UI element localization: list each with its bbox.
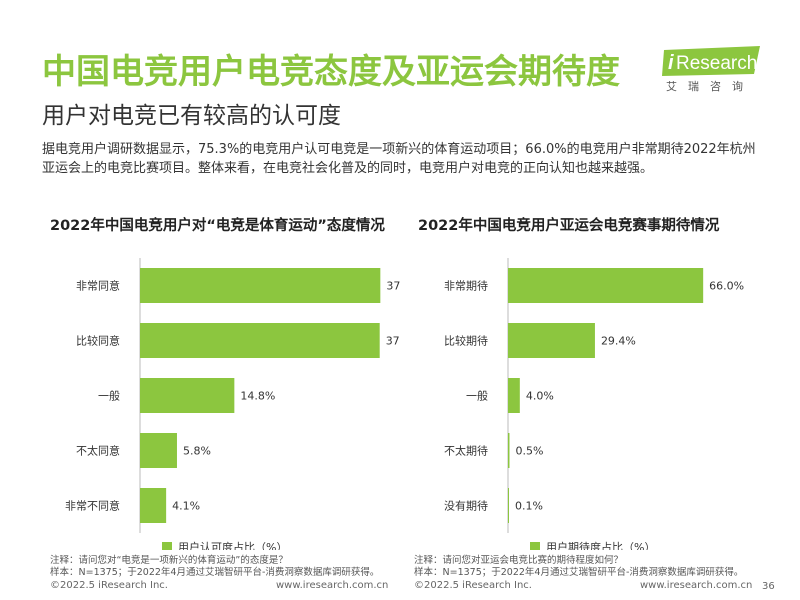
- expectation-bar-chart: 非常期待 66.0% 比较期待 29.4% 一般 4.0% 不太期待 0.5% 没有期待 0.1%…: [444, 258, 744, 550]
- chart2-category-label: 不太期待: [444, 444, 488, 458]
- chart1-value-label: 37.7%: [386, 280, 400, 293]
- chart1-title: 2022年中国电竞用户对“电竞是体育运动”态度情况: [50, 218, 385, 234]
- page-title: 中国电竞用户电竞态度及亚运会期待度: [42, 52, 620, 92]
- attitude-bar-chart: 非常同意 37.7% 比较同意 37.6% 一般 14.8% 不太同意 5.8% 非常不同意 4.…: [65, 258, 400, 550]
- chart1-legend-label: 用户认可度占比（%）: [178, 540, 287, 550]
- chart2-legend-swatch: [530, 542, 540, 550]
- chart2-footnote: 注释：请问您对亚运会电竞比赛的期待程度如何？ 样本：N=1375；于2022年4…: [414, 555, 743, 579]
- logo-research: Research: [676, 53, 757, 74]
- chart1-bar: [140, 323, 380, 358]
- chart2-title: 2022年中国电竞用户亚运会电竞赛事期待情况: [418, 218, 720, 234]
- chart2-bar: [508, 378, 520, 413]
- chart1-bar: [140, 268, 381, 303]
- chart2-value-label: 4.0%: [526, 390, 554, 403]
- chart2-bar: [508, 268, 704, 303]
- chart2-legend-label: 用户期待度占比（%）: [546, 540, 655, 550]
- chart1-category-label: 非常不同意: [65, 499, 120, 513]
- page-subtitle: 用户对电竞已有较高的认可度: [42, 103, 341, 129]
- copyright-left: ©2022.5 iResearch Inc.: [50, 580, 168, 591]
- chart2-category-label: 一般: [466, 390, 488, 403]
- chart1-note-sample: 样本：N=1375；于2022年4月通过艾瑞智研平台-消费洞察数据库调研获得。: [50, 567, 380, 578]
- chart2-note-question: 注释：请问您对亚运会电竞比赛的期待程度如何？: [414, 555, 624, 566]
- chart1-legend-swatch: [162, 542, 172, 550]
- page-number: 36: [762, 581, 775, 592]
- summary-paragraph: 据电竞用户调研数据显示，75.3%的电竞用户认可电竞是一项新兴的体育运动项目；6…: [42, 142, 756, 176]
- chart2-category-label: 没有期待: [444, 499, 488, 513]
- logo-chinese-name: 艾瑞咨询: [666, 80, 754, 93]
- iresearch-logo: i Research 艾瑞咨询: [662, 46, 762, 96]
- chart2-value-label: 29.4%: [601, 335, 636, 348]
- chart1-category-label: 比较同意: [76, 334, 120, 348]
- chart2-category-label: 比较期待: [444, 334, 488, 348]
- chart1-category-label: 不太同意: [76, 444, 120, 458]
- chart1-value-label: 5.8%: [183, 445, 211, 458]
- chart1-bar: [140, 488, 167, 523]
- chart1-category-label: 一般: [98, 390, 120, 403]
- chart2-bar: [508, 488, 509, 523]
- chart1-value-label: 37.6%: [386, 335, 400, 348]
- chart1-footnote: 注释：请问您对“电竞是一项新兴的体育运动”的态度是？ 样本：N=1375；于20…: [50, 555, 379, 579]
- website-right: www.iresearch.com.cn: [640, 580, 753, 591]
- copyright-right: ©2022.5 iResearch Inc.: [414, 580, 532, 591]
- chart2-category-label: 非常期待: [444, 279, 488, 293]
- chart2-note-sample: 样本：N=1375；于2022年4月通过艾瑞智研平台-消费洞察数据库调研获得。: [414, 567, 744, 578]
- chart2-value-label: 0.1%: [515, 500, 543, 513]
- chart1-note-question: 注释：请问您对“电竞是一项新兴的体育运动”的态度是？: [50, 555, 288, 566]
- website-left: www.iresearch.com.cn: [276, 580, 389, 591]
- chart2-value-label: 66.0%: [709, 280, 744, 293]
- chart1-value-label: 14.8%: [240, 390, 275, 403]
- logo-mark-icon: i Research: [662, 46, 760, 76]
- logo-i: i: [668, 52, 674, 74]
- chart1-bar: [140, 378, 235, 413]
- chart2-bar: [508, 323, 595, 358]
- chart1-bar: [140, 433, 177, 468]
- chart2-value-label: 0.5%: [515, 445, 543, 458]
- chart1-value-label: 4.1%: [172, 500, 200, 513]
- chart1-category-label: 非常同意: [76, 279, 120, 293]
- chart2-bar: [508, 433, 510, 468]
